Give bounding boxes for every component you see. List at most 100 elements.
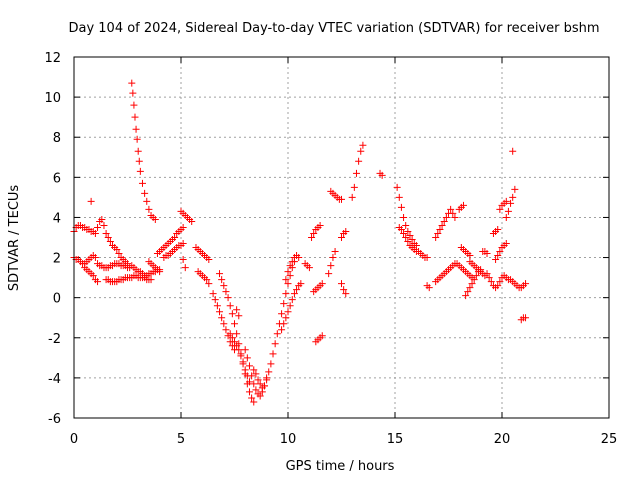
data-point: [494, 225, 502, 233]
data-point: [245, 362, 253, 370]
data-point: [203, 276, 211, 284]
data-point: [338, 234, 345, 241]
data-point: [408, 236, 416, 244]
data-point: [434, 229, 442, 237]
x-tick-label: 10: [280, 432, 297, 447]
data-point: [284, 280, 292, 288]
data-point: [241, 346, 249, 354]
data-point: [282, 314, 290, 322]
data-point: [290, 290, 298, 298]
data-point: [256, 392, 264, 400]
data-point: [134, 147, 142, 155]
data-point: [404, 238, 412, 246]
data-point: [483, 270, 491, 278]
data-point: [350, 183, 358, 191]
data-point: [245, 378, 253, 386]
y-tick-label: 4: [53, 211, 61, 226]
data-point: [397, 203, 405, 211]
data-point: [129, 89, 137, 97]
data-point: [357, 147, 365, 155]
data-point: [327, 262, 335, 270]
data-point: [442, 213, 450, 221]
data-point: [171, 234, 179, 241]
data-point: [284, 308, 292, 316]
data-point: [511, 185, 519, 193]
x-tick-label: 5: [177, 432, 185, 447]
data-point: [228, 310, 236, 318]
data-point: [462, 292, 470, 300]
data-point: [466, 252, 474, 260]
data-point: [492, 256, 500, 264]
data-point: [237, 352, 245, 360]
data-point: [286, 302, 294, 310]
data-point: [269, 350, 277, 358]
data-point: [329, 254, 337, 262]
data-point: [128, 79, 136, 87]
data-points: [70, 79, 530, 406]
data-point: [248, 372, 256, 380]
data-point: [342, 227, 350, 235]
data-point: [209, 290, 217, 298]
data-point: [224, 294, 232, 302]
data-point: [94, 278, 102, 286]
data-point: [220, 282, 228, 290]
data-point: [507, 199, 515, 207]
data-point: [278, 326, 286, 334]
data-point: [305, 264, 313, 272]
plot-frame: [73, 56, 610, 419]
data-point: [280, 320, 288, 328]
data-point: [378, 171, 386, 179]
data-point: [280, 300, 288, 308]
data-point: [425, 284, 433, 292]
data-point: [509, 147, 517, 155]
data-point: [231, 338, 238, 346]
data-point: [102, 229, 110, 237]
data-point: [288, 258, 296, 266]
data-point: [352, 169, 360, 177]
data-point: [233, 306, 241, 314]
data-point: [147, 276, 155, 284]
data-point: [404, 227, 412, 235]
data-point: [218, 314, 226, 322]
data-point: [308, 234, 316, 241]
data-point: [141, 189, 149, 197]
data-point: [440, 217, 448, 225]
data-point: [496, 278, 504, 286]
data-point: [432, 234, 440, 241]
data-point: [438, 221, 446, 229]
grid: [74, 57, 609, 418]
data-point: [218, 276, 226, 284]
y-tick-label: 12: [44, 51, 61, 66]
data-point: [145, 205, 153, 213]
data-point: [222, 288, 230, 296]
x-axis-label: GPS time / hours: [286, 459, 395, 474]
y-tick-label: -6: [48, 412, 61, 427]
data-point: [228, 334, 236, 342]
data-point: [451, 213, 459, 221]
y-tick-label: -2: [48, 332, 61, 347]
data-point: [124, 260, 131, 268]
data-point: [136, 167, 144, 175]
data-point: [226, 330, 234, 338]
data-point: [235, 346, 243, 354]
data-point: [188, 217, 196, 225]
data-point: [263, 376, 271, 384]
data-point: [325, 270, 333, 278]
data-point: [318, 332, 326, 340]
data-point: [406, 231, 414, 239]
data-point: [295, 254, 303, 262]
data-point: [436, 225, 444, 233]
data-point: [104, 234, 112, 241]
data-point: [248, 394, 256, 402]
x-tick-label: 0: [70, 432, 78, 447]
data-point: [151, 215, 159, 223]
data-point: [447, 205, 455, 213]
data-point: [216, 270, 224, 278]
data-point: [98, 215, 106, 223]
data-point: [130, 101, 138, 109]
data-point: [133, 135, 141, 143]
data-point: [397, 225, 405, 233]
chart-title: Day 104 of 2024, Sidereal Day-to-day VTE…: [68, 21, 599, 36]
data-point: [243, 354, 251, 362]
